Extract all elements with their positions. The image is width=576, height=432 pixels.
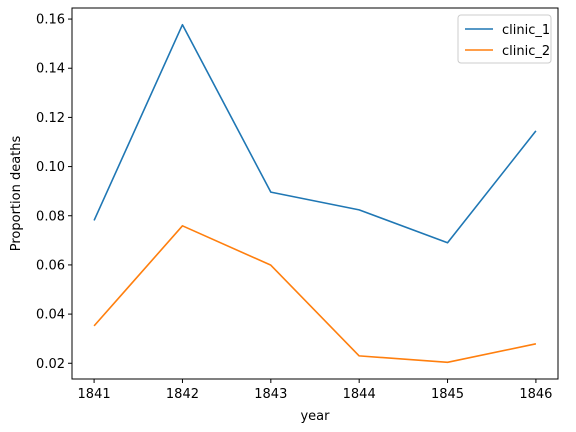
y-axis-ticks: 0.02 0.04 0.06 0.08 0.10 0.12 0.14 0.16 xyxy=(36,13,72,372)
axes-frame xyxy=(71,7,559,380)
y-tick-label: 0.16 xyxy=(36,13,65,28)
y-tick-label: 0.12 xyxy=(36,111,65,126)
y-tick-label: 0.10 xyxy=(36,160,65,175)
series-lines xyxy=(93,23,537,364)
x-tick-label: 1841 xyxy=(78,387,111,402)
x-axis-ticks: 1841 1842 1843 1844 1845 1846 xyxy=(78,379,552,402)
y-tick-label: 0.04 xyxy=(36,308,65,323)
legend-box xyxy=(457,14,552,64)
legend-label-clinic-1: clinic_1 xyxy=(502,23,550,38)
x-tick-label: 1844 xyxy=(343,387,376,402)
y-tick-label: 0.06 xyxy=(36,258,65,273)
legend-label-clinic-2: clinic_2 xyxy=(502,44,550,59)
x-tick-label: 1842 xyxy=(166,387,199,402)
x-axis-label: year xyxy=(300,409,330,424)
x-tick-label: 1843 xyxy=(254,387,287,402)
series-line-clinic-2 xyxy=(93,225,537,364)
series-line-clinic-1 xyxy=(93,23,537,244)
legend: clinic_1 clinic_2 xyxy=(457,14,552,64)
x-tick-label: 1846 xyxy=(519,387,552,402)
y-tick-label: 0.08 xyxy=(36,209,65,224)
y-tick-label: 0.02 xyxy=(36,357,65,372)
x-tick-label: 1845 xyxy=(431,387,464,402)
y-axis-label: Proportion deaths xyxy=(9,136,24,252)
y-tick-label: 0.14 xyxy=(36,62,65,77)
